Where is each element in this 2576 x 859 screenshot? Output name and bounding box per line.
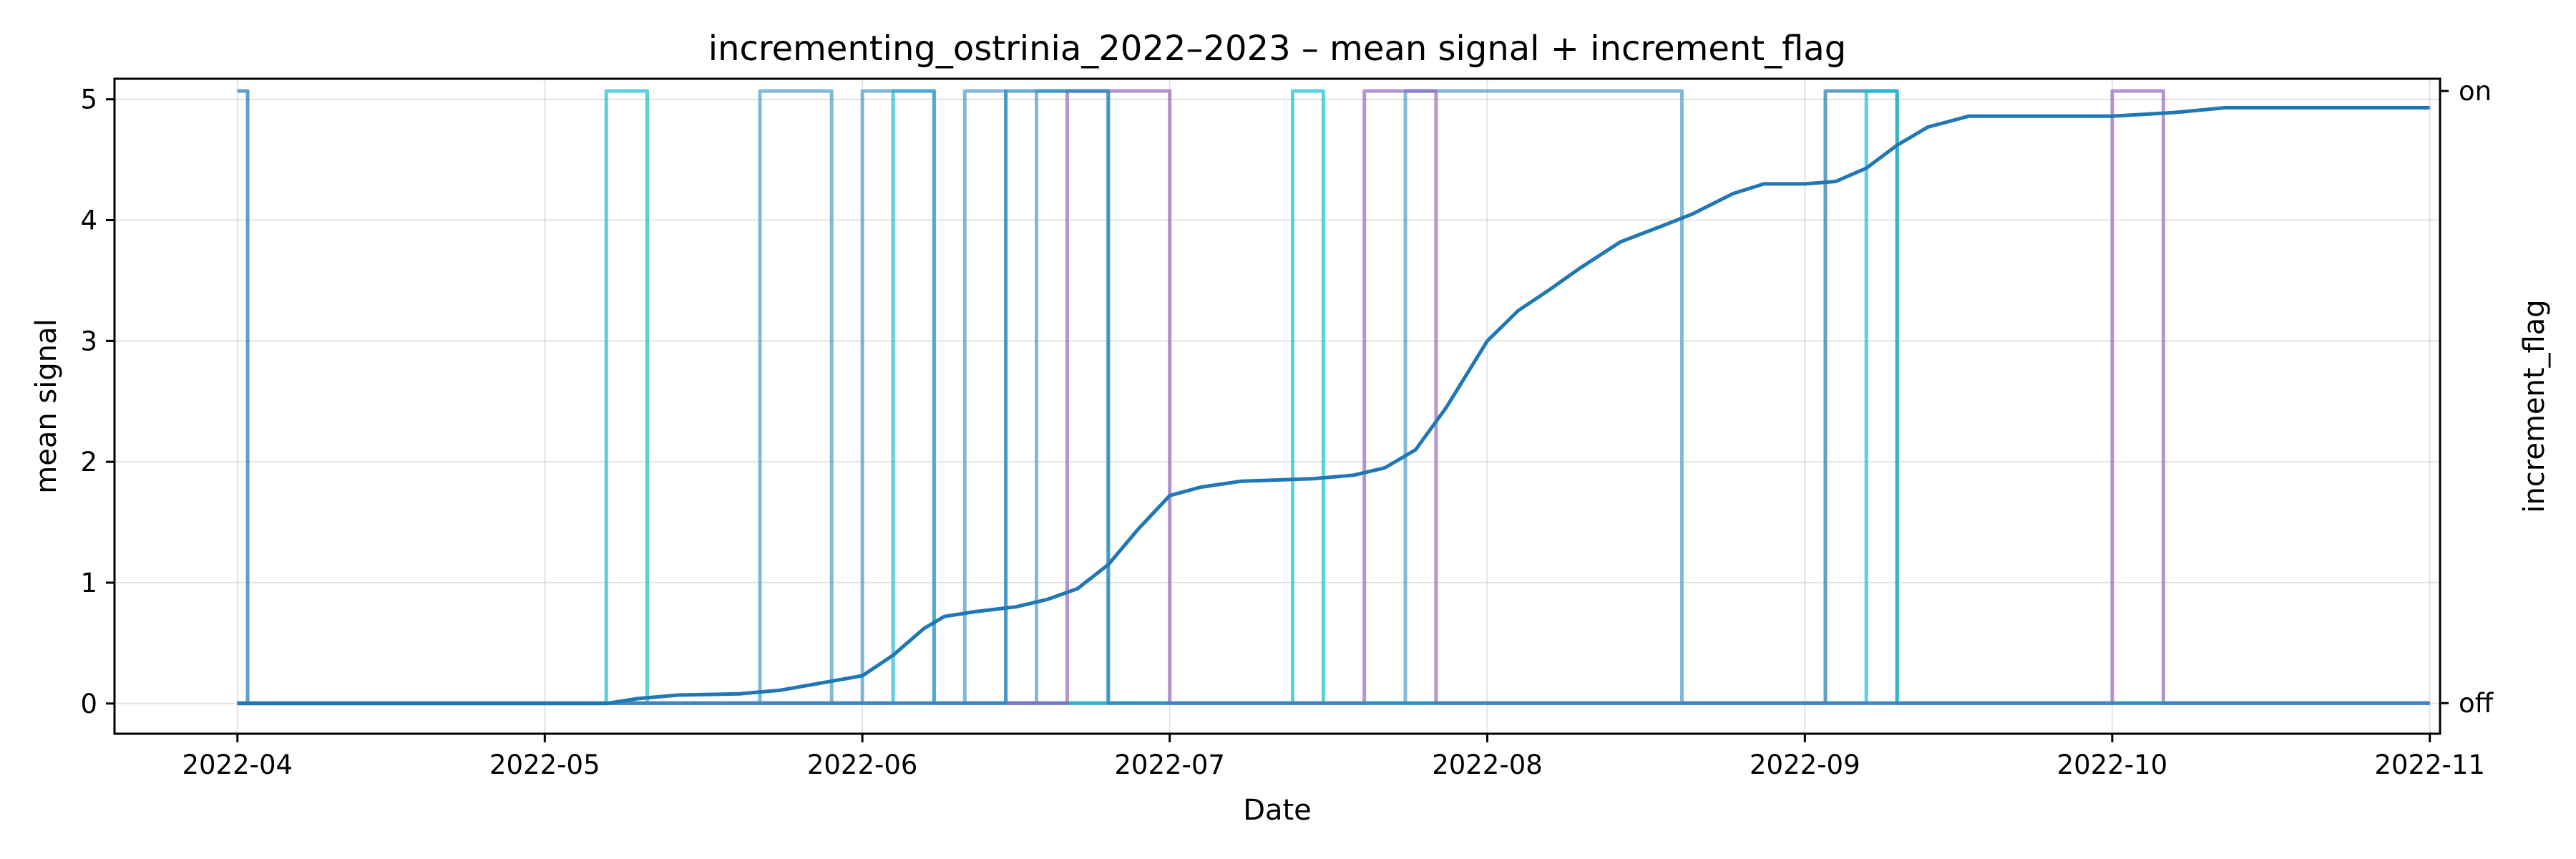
x-axis-label: Date: [1243, 794, 1312, 827]
increment-flag-line-4: [237, 89, 2430, 705]
increment-flag-line-2: [237, 89, 2430, 705]
axes-layer: 2022-04 2022-05 2022-06 2022-07 2022-08 2022-…: [80, 76, 2494, 780]
x-tick-label: 2022-07: [1114, 749, 1225, 780]
increment-flag-line-3: [237, 89, 2430, 705]
y-axis-label: mean signal: [30, 319, 63, 493]
y2-tick-label: off: [2459, 688, 2494, 719]
y-tick-label: 3: [80, 326, 97, 356]
x-tick-label: 2022-10: [2057, 749, 2168, 780]
x-tick-label: 2022-08: [1432, 749, 1543, 780]
mean-signal-line: [237, 106, 2430, 706]
x-tick-label: 2022-04: [182, 749, 293, 780]
grid-layer: [114, 79, 2440, 734]
y-tick-label: 4: [80, 205, 97, 236]
x-tick-label: 2022-09: [1750, 749, 1860, 780]
y-tick-label: 1: [80, 568, 97, 598]
y-tick-label: 5: [80, 84, 97, 115]
y2-tick-label: on: [2459, 76, 2492, 107]
chart-title: incrementing_ostrinia_2022–2023 – mean s…: [708, 29, 1847, 69]
x-tick-label: 2022-11: [2374, 749, 2485, 780]
y-tick-label: 0: [80, 689, 97, 719]
increment-flag-line-1: [237, 89, 2430, 705]
y2-axis-label: increment_flag: [2518, 299, 2551, 513]
plot-frame: [113, 77, 2441, 735]
y-tick-label: 2: [80, 447, 97, 477]
increment-flag-line-5: [237, 89, 2430, 705]
series-layer: [237, 89, 2430, 706]
x-tick-label: 2022-06: [807, 749, 918, 780]
x-tick-label: 2022-05: [489, 749, 600, 780]
